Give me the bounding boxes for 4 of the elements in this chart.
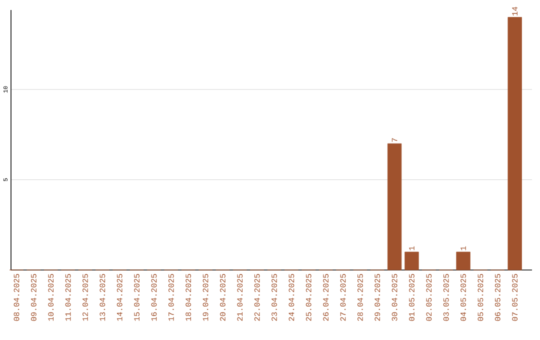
bar — [456, 252, 470, 270]
bar — [404, 252, 419, 270]
bar — [508, 17, 522, 270]
bar — [387, 143, 402, 270]
